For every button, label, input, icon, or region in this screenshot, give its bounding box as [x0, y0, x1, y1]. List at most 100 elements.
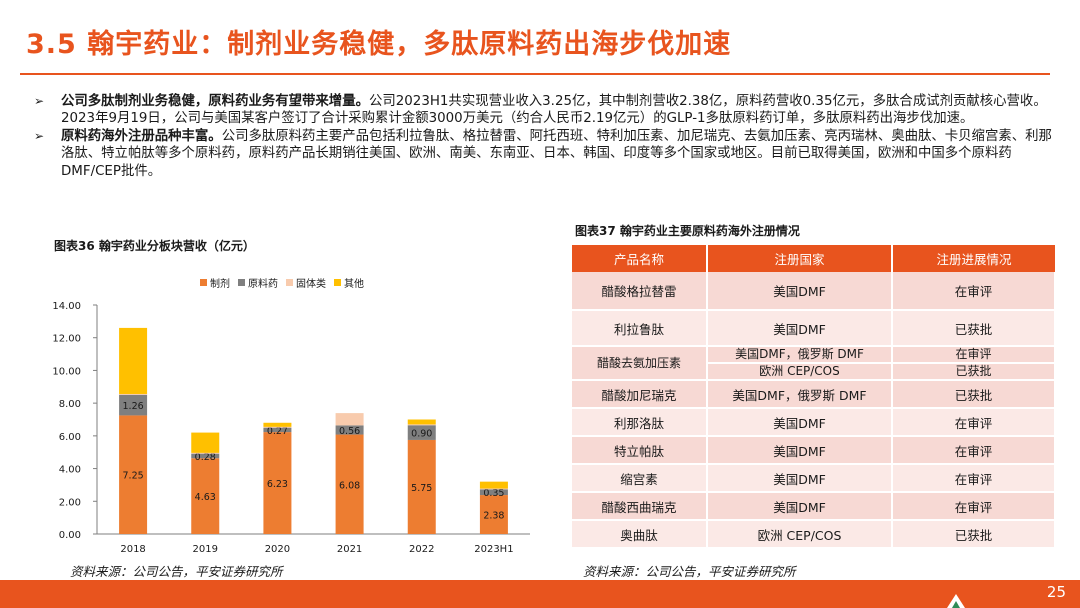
- bar-segment: [407, 439, 436, 534]
- bar-segment: [119, 327, 148, 394]
- legend-label: 原料药: [248, 279, 278, 290]
- table-row: 特立帕肽 美国DMF 在审评: [572, 436, 1056, 465]
- arrow-bullet-icon: ➢: [34, 128, 45, 143]
- legend-item: 原料药: [238, 275, 278, 290]
- bar-segment: [263, 427, 292, 433]
- country-cell: 美国DMF，俄罗斯 DMF: [707, 346, 893, 364]
- revenue-bar-chart: 0.00 2.00 4.00 6.00 8.00 10.00 12.00 14.00 7.25 1…: [52, 301, 530, 555]
- product-name-cell: 醋酸格拉替雷: [572, 272, 708, 311]
- footer-bar: [0, 580, 1080, 608]
- table-row: 利那洛肽 美国DMF 在审评: [572, 408, 1056, 437]
- table-header-cell: 产品名称: [572, 245, 708, 272]
- data-label: 6.08: [339, 480, 360, 491]
- legend-item: 固体类: [286, 275, 326, 290]
- legend-label: 其他: [344, 279, 364, 290]
- bullet-list: ➢ 公司多肽制剂业务稳健，原料药业务有望带来增量。公司2023H1共实现营业收入…: [32, 93, 1057, 180]
- legend-swatch: [200, 279, 207, 286]
- status-cell: 已获批: [892, 520, 1056, 549]
- bar-segment: [407, 425, 436, 440]
- registration-table: 产品名称 注册国家 注册进展情况 醋酸格拉替雷 美国DMF 在审评 利拉鲁肽 美…: [572, 245, 1056, 549]
- y-tick-label: 10.00: [52, 366, 81, 377]
- table-row: 醋酸西曲瑞克 美国DMF 在审评: [572, 492, 1056, 521]
- bar-segment: [191, 453, 220, 459]
- status-cell: 已获批: [892, 363, 1056, 381]
- status-cell: 在审评: [892, 492, 1056, 521]
- bar-segment: [263, 422, 292, 427]
- data-label: 0.27: [267, 426, 288, 437]
- country-cell: 美国DMF: [707, 436, 893, 465]
- x-tick-label: 2020: [265, 544, 290, 555]
- table-header-cell: 注册进展情况: [892, 245, 1055, 272]
- bar-segment: [191, 458, 220, 534]
- data-label: 0.28: [195, 452, 216, 463]
- country-cell: 欧洲 CEP/COS: [707, 520, 893, 549]
- bar-segment: [479, 488, 508, 490]
- bar-segment: [119, 393, 148, 395]
- country-cell: 欧洲 CEP/COS: [707, 363, 893, 381]
- status-cell: 已获批: [892, 310, 1056, 347]
- status-cell: 在审评: [892, 408, 1056, 437]
- bar-segment: [479, 481, 508, 489]
- bar-segment: [191, 452, 220, 454]
- bar-segment: [119, 415, 148, 534]
- table-row: 奥曲肽 欧洲 CEP/COS 已获批: [572, 520, 1056, 549]
- x-tick-label: 2021: [337, 544, 362, 555]
- status-cell: 在审评: [892, 346, 1056, 364]
- status-cell: 在审评: [892, 436, 1056, 465]
- status-cell: 已获批: [892, 380, 1056, 409]
- country-cell: 美国DMF: [707, 492, 893, 521]
- country-cell: 美国DMF: [707, 310, 893, 347]
- y-tick-label: 8.00: [59, 399, 81, 410]
- bar-segment: [263, 426, 292, 428]
- table-row: 醋酸格拉替雷 美国DMF 在审评: [572, 272, 1056, 311]
- legend-swatch: [334, 279, 341, 286]
- bar-segment: [479, 495, 508, 534]
- y-tick-label: 12.00: [52, 334, 81, 345]
- data-label: 0.56: [339, 426, 360, 437]
- country-cell: 美国DMF，俄罗斯 DMF: [707, 380, 893, 409]
- data-label: 1.26: [123, 401, 144, 412]
- product-name-cell: 利拉鲁肽: [572, 310, 708, 347]
- chart-source: 资料来源：公司公告，平安证券研究所: [70, 564, 283, 579]
- y-tick-label: 4.00: [59, 465, 81, 476]
- data-label: 6.23: [267, 479, 288, 490]
- table-row: 醋酸加尼瑞克 美国DMF，俄罗斯 DMF 已获批: [572, 380, 1056, 409]
- table-row: 醋酸去氨加压素 美国DMF，俄罗斯 DMF 在审评: [572, 346, 1056, 381]
- bullet-lead: 公司多肽制剂业务稳健，原料药业务有望带来增量。: [61, 94, 369, 109]
- legend-label: 制剂: [210, 279, 230, 290]
- x-tick-label: 2023H1: [474, 544, 513, 555]
- x-tick-label: 2022: [409, 544, 434, 555]
- x-tick-label: 2019: [193, 544, 218, 555]
- legend-item: 其他: [334, 275, 364, 290]
- bullet-lead: 原料药海外注册品种丰富。: [61, 128, 222, 144]
- y-tick-label: 0.00: [59, 530, 81, 541]
- product-name-cell: 利那洛肽: [572, 408, 708, 437]
- bullet-text: 公司2023H1共实现营业收入3.25亿，其中制剂营收2.38亿，原料药营收0.…: [61, 94, 1047, 127]
- chart-legend: 制剂 原料药 固体类 其他: [200, 275, 364, 290]
- data-label: 5.75: [411, 483, 432, 494]
- bullet-item: ➢ 公司多肽制剂业务稳健，原料药业务有望带来增量。公司2023H1共实现营业收入…: [32, 93, 1057, 128]
- table-row: 欧洲 CEP/COS 已获批: [572, 363, 1056, 381]
- table-header-row: 产品名称 注册国家 注册进展情况: [572, 245, 1055, 272]
- ping-an-logo-icon: [947, 594, 965, 608]
- page-number: 25: [1046, 583, 1066, 601]
- legend-label: 固体类: [296, 279, 326, 290]
- y-tick-label: 6.00: [59, 432, 81, 443]
- data-label: 0.90: [411, 429, 432, 440]
- chart-title: 图表36 翰宇药业分板块营收（亿元）: [54, 239, 255, 253]
- status-cell: 在审评: [892, 272, 1056, 311]
- arrow-bullet-icon: ➢: [34, 94, 45, 108]
- data-label: 0.35: [483, 488, 504, 499]
- title-divider: [20, 73, 1050, 75]
- table-row: 缩宫素 美国DMF 在审评: [572, 464, 1056, 493]
- legend-item: 制剂: [200, 275, 230, 290]
- bar-segment: [335, 434, 364, 534]
- table-source: 资料来源：公司公告，平安证券研究所: [583, 564, 796, 579]
- table-title: 图表37 翰宇药业主要原料药海外注册情况: [575, 224, 800, 238]
- data-label: 7.25: [123, 471, 144, 482]
- bar-segment: [335, 413, 364, 426]
- status-cell: 在审评: [892, 464, 1056, 493]
- legend-swatch: [238, 279, 245, 286]
- bar-segment: [119, 394, 148, 416]
- bar-segment: [263, 432, 292, 534]
